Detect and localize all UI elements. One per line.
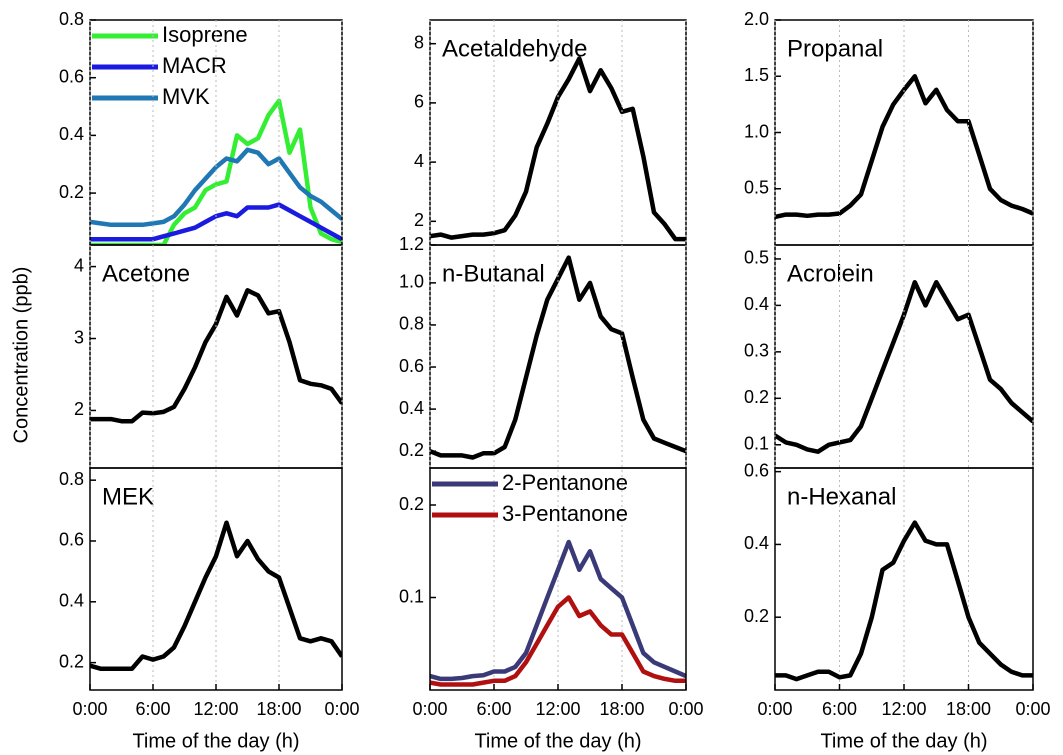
x-tick-label: 6:00 xyxy=(135,699,170,719)
y-tick-label: 0.2 xyxy=(744,387,769,407)
data-line xyxy=(430,595,686,687)
y-tick-label: 6 xyxy=(414,92,424,112)
y-tick-label: 4 xyxy=(414,151,424,171)
x-tick-label: 12:00 xyxy=(193,699,238,719)
legend-label: 2-Pentanone xyxy=(502,470,628,495)
y-tick-label: 0.1 xyxy=(399,586,424,606)
panel-title: n-Butanal xyxy=(442,260,545,287)
y-axis-label: Concentration (ppb) xyxy=(10,267,32,444)
x-axis-label: Time of the day (h) xyxy=(820,730,987,752)
y-tick-label: 0.6 xyxy=(744,460,769,480)
panel-frame xyxy=(774,467,1034,691)
x-tick-label: 12:00 xyxy=(881,699,926,719)
y-tick-label: 0.6 xyxy=(59,66,84,86)
data-line xyxy=(90,98,342,245)
y-tick-label: 0.2 xyxy=(59,182,84,202)
y-tick-label: 0.2 xyxy=(59,651,84,671)
x-tick-label: 0:00 xyxy=(757,699,792,719)
x-tick-label: 6:00 xyxy=(476,699,511,719)
y-tick-label: 0.2 xyxy=(399,494,424,514)
x-axis-label: Time of the day (h) xyxy=(132,730,299,752)
legend-label: Isoprene xyxy=(162,22,248,47)
data-line xyxy=(430,539,686,682)
panel-title: Propanal xyxy=(787,35,883,62)
x-tick-label: 0:00 xyxy=(668,699,703,719)
legend-label: MVK xyxy=(162,84,210,109)
data-line xyxy=(775,279,1033,454)
x-tick-label: 0:00 xyxy=(324,699,359,719)
x-tick-label: 0:00 xyxy=(72,699,107,719)
y-tick-label: 0.5 xyxy=(744,248,769,268)
x-tick-label: 6:00 xyxy=(822,699,857,719)
x-tick-label: 0:00 xyxy=(412,699,447,719)
legend-label: 3-Pentanone xyxy=(502,501,628,526)
x-tick-label: 18:00 xyxy=(599,699,644,719)
y-tick-label: 0.1 xyxy=(744,434,769,454)
y-tick-label: 0.4 xyxy=(744,294,769,314)
y-tick-label: 3 xyxy=(74,327,84,347)
x-tick-label: 12:00 xyxy=(535,699,580,719)
panel-title: Acetone xyxy=(102,260,190,287)
data-line xyxy=(90,520,342,671)
panel-title: Acetaldehyde xyxy=(442,35,587,62)
y-tick-label: 0.4 xyxy=(59,591,84,611)
y-tick-label: 1.0 xyxy=(744,121,769,141)
y-tick-label: 0.6 xyxy=(399,356,424,376)
legend-label: MACR xyxy=(162,53,227,78)
y-tick-label: 2 xyxy=(414,210,424,230)
data-line xyxy=(430,255,686,460)
y-tick-label: 1.5 xyxy=(744,65,769,85)
data-line xyxy=(90,147,342,228)
y-tick-label: 1.2 xyxy=(399,234,424,254)
y-tick-label: 2 xyxy=(74,399,84,419)
y-tick-label: 0.8 xyxy=(399,314,424,334)
y-tick-label: 8 xyxy=(414,32,424,52)
y-tick-label: 0.8 xyxy=(59,9,84,29)
x-axis-label: Time of the day (h) xyxy=(474,730,641,752)
y-tick-label: 1.0 xyxy=(399,272,424,292)
x-tick-label: 18:00 xyxy=(256,699,301,719)
x-tick-label: 0:00 xyxy=(1015,699,1050,719)
data-line xyxy=(775,74,1033,220)
y-tick-label: 0.3 xyxy=(744,341,769,361)
panel-title: Acrolein xyxy=(787,260,874,287)
y-tick-label: 0.8 xyxy=(59,469,84,489)
y-tick-label: 0.4 xyxy=(399,398,424,418)
x-tick-label: 18:00 xyxy=(946,699,991,719)
panel-frame xyxy=(429,467,687,691)
data-line xyxy=(775,520,1033,682)
panel-frame xyxy=(89,467,343,691)
panel-title: MEK xyxy=(102,483,154,510)
y-tick-label: 0.2 xyxy=(399,440,424,460)
panel-title: n-Hexanal xyxy=(787,483,896,510)
y-tick-label: 2.0 xyxy=(744,9,769,29)
y-tick-label: 0.5 xyxy=(744,178,769,198)
y-tick-label: 0.4 xyxy=(59,124,84,144)
y-tick-label: 0.4 xyxy=(744,533,769,553)
y-tick-label: 4 xyxy=(74,255,84,275)
y-tick-label: 0.2 xyxy=(744,606,769,626)
y-tick-label: 0.6 xyxy=(59,530,84,550)
data-line xyxy=(90,288,342,424)
